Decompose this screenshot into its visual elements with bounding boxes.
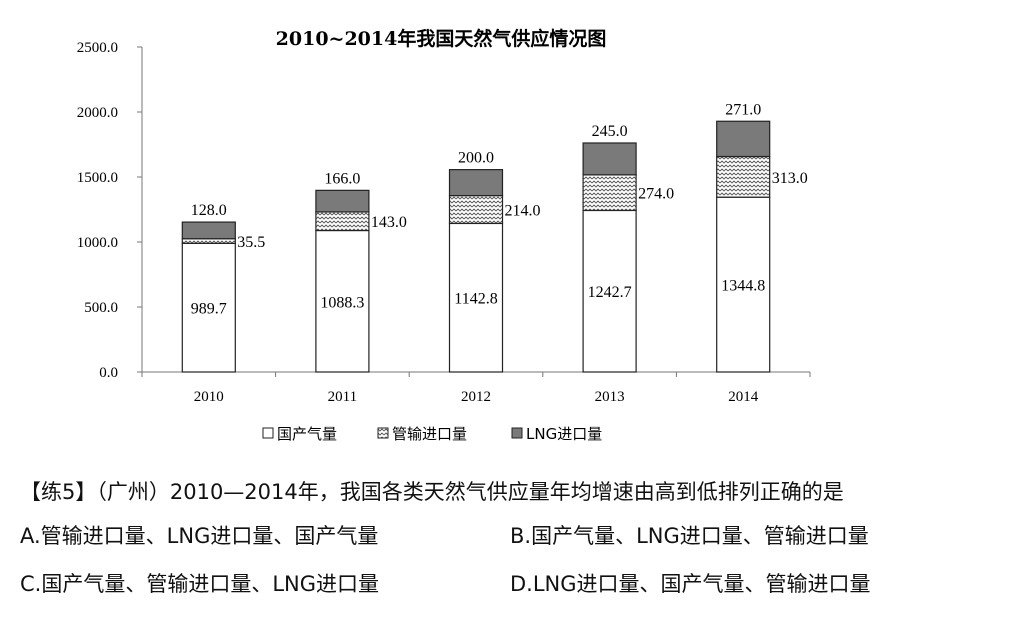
axes: 0.0 500.0 1000.0 1500.0 2000.0 2500.0 2010 2011… [77, 40, 811, 405]
y-tick-label: 2500.0 [77, 40, 118, 56]
legend-item-domestic-swatch [262, 427, 274, 439]
option-b[interactable]: B.国产气量、LNG进口量、管输进口量 [510, 524, 869, 548]
data-label-domestic: 1242.7 [588, 284, 632, 301]
data-label-lng: 128.0 [191, 202, 227, 219]
bar-segment-pipeline [181, 238, 236, 244]
option-a[interactable]: A.管输进口量、LNG进口量、国产气量 [20, 524, 379, 548]
bar-segment-lng [315, 189, 370, 213]
data-label-lng: 271.0 [725, 101, 761, 118]
y-tick-label: 0.0 [99, 365, 118, 381]
option-d[interactable]: D.LNG进口量、国产气量、管输进口量 [510, 572, 871, 596]
legend-item-pipeline: 管输进口量 [392, 425, 467, 443]
bar-segment-domestic [716, 196, 771, 373]
x-tick-label: 2010 [194, 389, 224, 405]
options-row-1: A.管输进口量、LNG进口量、国产气量 B.国产气量、LNG进口量、管输进口量 [20, 512, 1005, 560]
legend-item-pipeline-swatch [377, 427, 389, 439]
data-label-pipeline: 143.0 [371, 214, 407, 231]
data-label-domestic: 1088.3 [320, 294, 364, 311]
bar-segment-pipeline [315, 211, 370, 232]
bar-segment-lng [448, 169, 504, 197]
bar-segment-lng [716, 120, 771, 158]
x-tick-label: 2011 [328, 389, 357, 405]
x-tick-label: 2012 [461, 389, 491, 405]
stacked-bar-chart: 2010~2014年我国天然气供应情况图 0.0 500.0 1000.0 1500.… [77, 27, 811, 443]
chart-title: 2010~2014年我国天然气供应情况图 [276, 27, 607, 50]
data-label-pipeline: 313.0 [772, 170, 808, 187]
data-label-pipeline: 35.5 [237, 234, 265, 251]
bar-segment-pipeline [716, 155, 771, 198]
legend-item-domestic: 国产气量 [277, 425, 337, 443]
option-c[interactable]: C.国产气量、管输进口量、LNG进口量 [20, 572, 380, 596]
question-stem: 【练5】（广州）2010—2014年，我国各类天然气供应量年均增速由高到低排列正… [20, 480, 844, 504]
bar-segment-domestic [582, 209, 637, 373]
data-label-pipeline: 274.0 [638, 186, 674, 203]
bar-segment-domestic [315, 229, 370, 373]
bar-segment-lng [582, 142, 637, 176]
bars: 989.7 35.5 128.0 1088.3 143.0 166.0 1142.8 214.… [181, 101, 808, 373]
data-label-lng: 200.0 [458, 150, 494, 167]
bar-segment-lng [181, 221, 236, 240]
legend-item-lng: LNG进口量 [526, 425, 602, 443]
data-label-domestic: 1142.8 [454, 291, 497, 308]
legend: 国产气量 管输进口量 LNG进口量 [262, 425, 602, 443]
legend-item-lng-swatch [511, 427, 523, 439]
x-tick-label: 2014 [728, 389, 759, 405]
bar-segment-domestic [181, 242, 236, 373]
y-tick-label: 2000.0 [77, 105, 118, 121]
x-tick-label: 2013 [595, 389, 625, 405]
data-label-pipeline: 214.0 [505, 203, 541, 220]
data-label-lng: 245.0 [592, 123, 628, 140]
bar-segment-pipeline [582, 174, 637, 212]
y-tick-label: 500.0 [84, 300, 118, 316]
question-block: 【练5】（广州）2010—2014年，我国各类天然气供应量年均增速由高到低排列正… [20, 472, 1005, 608]
data-label-domestic: 989.7 [191, 301, 227, 318]
bar-segment-pipeline [448, 195, 504, 225]
y-tick-label: 1500.0 [77, 170, 118, 186]
data-label-lng: 166.0 [324, 170, 360, 187]
options-row-2: C.国产气量、管输进口量、LNG进口量 D.LNG进口量、国产气量、管输进口量 [20, 560, 1005, 608]
y-tick-label: 1000.0 [77, 235, 118, 251]
data-label-domestic: 1344.8 [721, 278, 765, 295]
